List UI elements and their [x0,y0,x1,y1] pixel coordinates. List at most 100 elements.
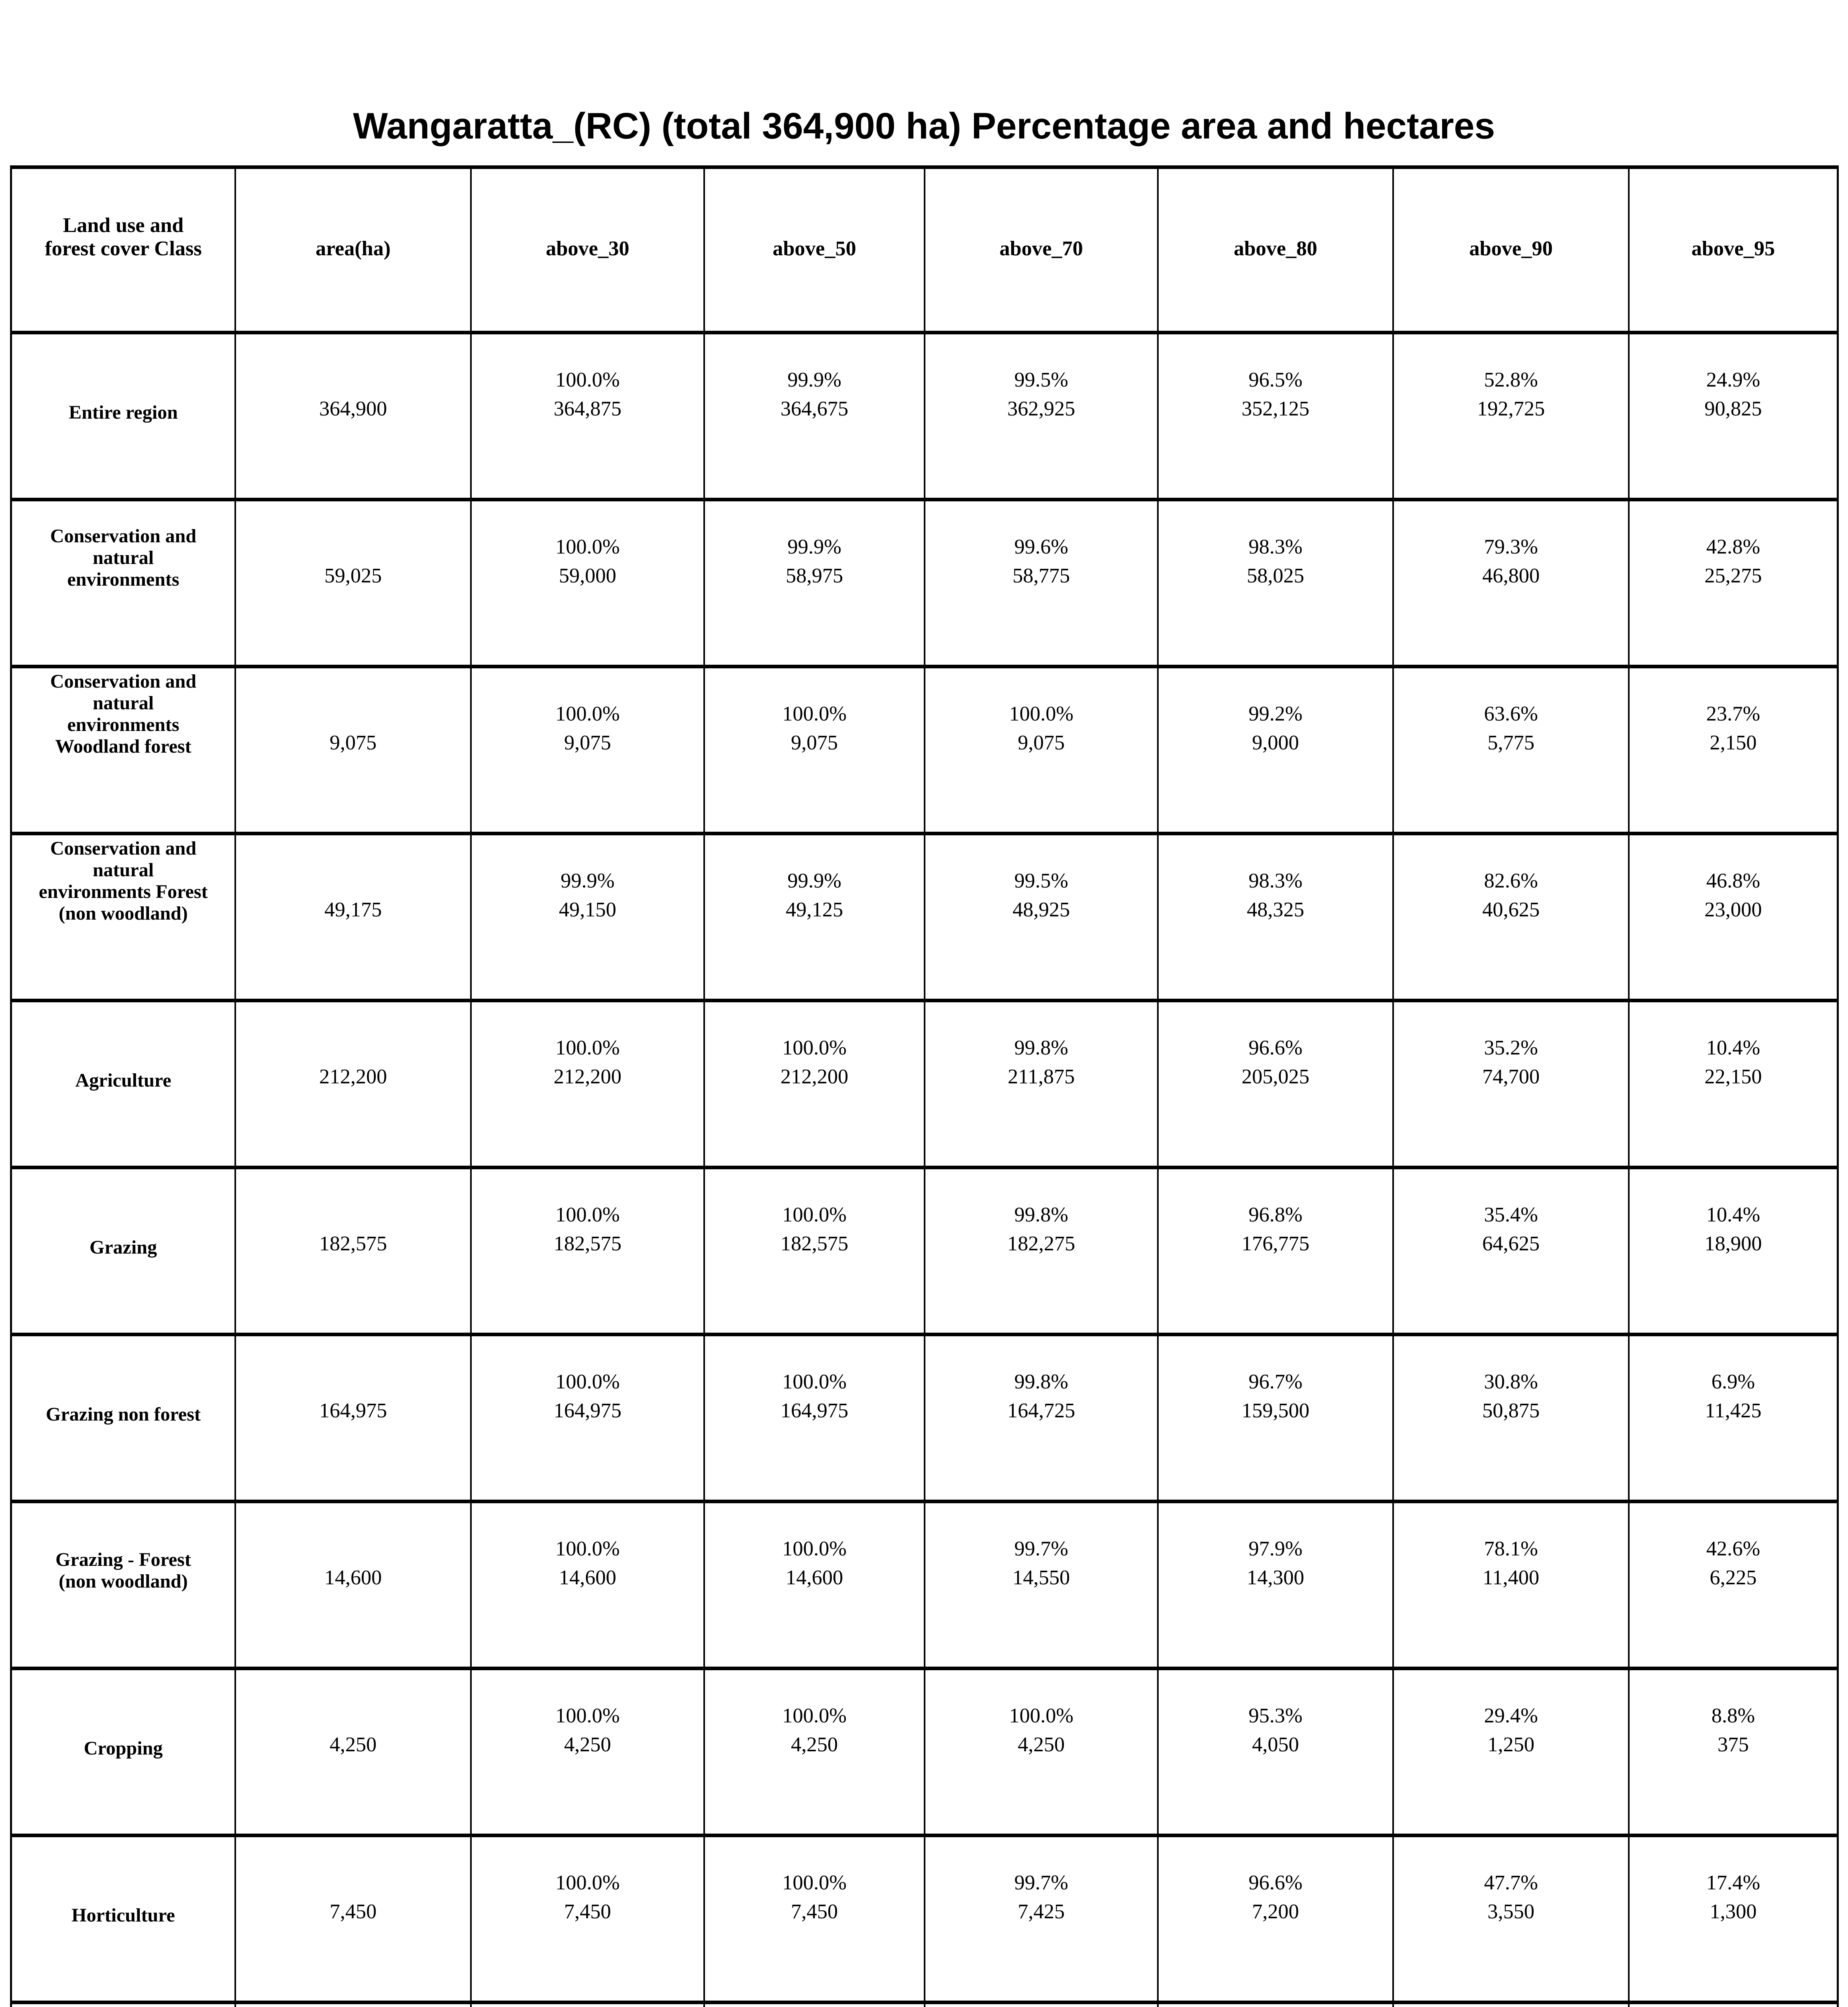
ha-value: 1,250 [1487,1733,1534,1756]
pct-value: 82.6% [1484,869,1538,892]
pct-value: 78.1% [1484,1537,1538,1560]
value-cell: 96.7% 159,500 [1159,1336,1394,1503]
value-cell: 23.7% 2,150 [1630,668,1837,835]
row-label-cell: Grazing - Forest (non woodland) [12,1503,236,1670]
cell-text: 100.0% 164,975 [780,1368,848,1425]
ha-value: 25,275 [1704,564,1762,587]
value-cell: 99.9% 364,675 [705,334,925,501]
ha-value: 159,500 [1241,1399,1310,1422]
pct-value: 100.0% [1009,1704,1074,1727]
value-cell: 100.0% 164,975 [472,1336,705,1503]
cell-text: 100.0% 9,075 [555,700,619,757]
pct-value: 99.9% [787,535,841,558]
value-cell: 100.0% 4,250 [472,1670,705,1837]
cell-text: 79.3% 46,800 [1482,533,1540,590]
cell-text: 100.0% 182,575 [780,1201,848,1258]
value-cell: 10.4% 18,900 [1630,1169,1837,1336]
pct-value: 100.0% [555,1370,620,1393]
cell-text: 99.2% 9,000 [1249,700,1302,757]
row-label-cell: Grazing non forest [12,1336,236,1503]
pct-value: 99.8% [1014,1203,1068,1226]
value-cell: 6.9% 11,425 [1630,1336,1837,1503]
ha-value: 48,325 [1247,898,1304,921]
cell-text: 52.8% 192,725 [1477,366,1545,423]
cell-text: 96.5% 352,125 [1242,366,1310,423]
header-label: above_30 [546,237,630,260]
ha-value: 14,600 [558,1566,616,1589]
ha-value: 11,400 [1482,1566,1540,1589]
value-cell: 47.7% 3,550 [1394,1837,1630,2004]
cell-text: 99.9% 49,150 [559,867,616,924]
pct-value: 47.7% [1484,1871,1538,1894]
value-cell: 96.6% 205,025 [1159,1002,1394,1169]
cell-text: 100.0% 164,975 [554,1368,621,1425]
pct-value: 42.8% [1706,535,1760,558]
area-cell: 59,025 [236,501,472,668]
cell-text: 95.3% 4,050 [1249,1702,1302,1759]
value-cell: 10.4% 22,150 [1630,1002,1837,1169]
cell-text: 8.8% 375 [1711,1702,1755,1759]
cell-text: 10.4% 22,150 [1705,1034,1762,1091]
cell-text: 30.8% 50,875 [1482,1368,1540,1425]
value-cell: 35.4% 64,625 [1394,1169,1630,1336]
ha-value: 48,925 [1013,898,1070,921]
pct-value: 30.8% [1484,1370,1538,1393]
ha-value: 49,125 [786,898,843,921]
area-cell: 182,575 [236,1169,472,1336]
area-cell: 7,450 [236,1837,472,2004]
ha-value: 90,825 [1704,397,1762,420]
cell-text: 17.4% 1,300 [1706,1869,1760,1926]
ha-value: 192,725 [1477,397,1545,420]
pct-value: 95.3% [1248,1704,1303,1727]
value-cell: 99.5% 362,925 [925,334,1159,501]
pct-value: 100.0% [782,1036,847,1059]
cell-text: 23.7% 2,150 [1706,700,1760,757]
ha-value: 14,600 [785,1566,843,1589]
cell-text: 98.3% 58,025 [1247,533,1304,590]
value-cell: 99.8% 211,875 [925,1002,1159,1169]
area-cell: 17,925 [236,2004,472,2007]
ha-value: 3,550 [1487,1900,1534,1923]
pct-value: 17.4% [1706,1871,1760,1894]
cell-text: 42.6% 6,225 [1706,1535,1760,1592]
ha-value: 9,075 [564,731,611,754]
ha-value: 40,625 [1482,898,1540,921]
row-label: Agriculture [75,1070,171,1091]
pct-value: 96.6% [1248,1036,1303,1059]
value-cell: 78.1% 11,400 [1394,1503,1630,1670]
row-label-cell: Grazing [12,1169,236,1336]
pct-value: 100.0% [555,1871,620,1894]
cell-text: 6.9% 11,425 [1705,1368,1761,1425]
value-cell: 63.6% 5,775 [1394,668,1630,835]
value-cell: 97.9% 14,300 [1159,1503,1394,1670]
cell-text: 35.4% 64,625 [1482,1201,1540,1258]
cell-text: 96.7% 159,500 [1242,1368,1310,1425]
value-cell: 100.0% 212,200 [705,1002,925,1169]
value-cell: 30.8% 50,875 [1394,1336,1630,1503]
pct-value: 100.0% [782,702,847,725]
cell-text: 100.0% 4,250 [555,1702,619,1759]
ha-value: 64,625 [1482,1232,1540,1255]
value-cell: 100.0% 59,000 [472,501,705,668]
pct-value: 99.2% [1248,702,1303,725]
value-cell: 100.0% 14,600 [705,1503,925,1670]
pct-value: 52.8% [1484,368,1538,391]
cell-text: 82.6% 40,625 [1482,867,1540,924]
pct-value: 100.0% [782,1370,847,1393]
row-label-cell: Horticulture [12,1837,236,2004]
header-landuse-class: Land use and forest cover Class [12,169,236,334]
header-label: above_50 [772,237,856,260]
cell-text: 100.0% 364,875 [554,366,621,423]
row-label-cell: Cropping [12,1670,236,1837]
pct-value: 99.6% [1014,535,1068,558]
cell-text: 100.0% 4,250 [782,1702,846,1759]
ha-value: 375 [1717,1733,1749,1756]
header-area-ha: area(ha) [236,169,472,334]
pct-value: 100.0% [555,535,620,558]
cell-text: 99.8% 164,725 [1007,1368,1075,1425]
cell-text: 24.9% 90,825 [1705,366,1762,423]
value-cell: 99.6% 58,775 [925,501,1159,668]
pct-value: 100.0% [782,1871,847,1894]
value-cell: 100.0% 182,575 [472,1169,705,1336]
pct-value: 46.8% [1706,869,1760,892]
